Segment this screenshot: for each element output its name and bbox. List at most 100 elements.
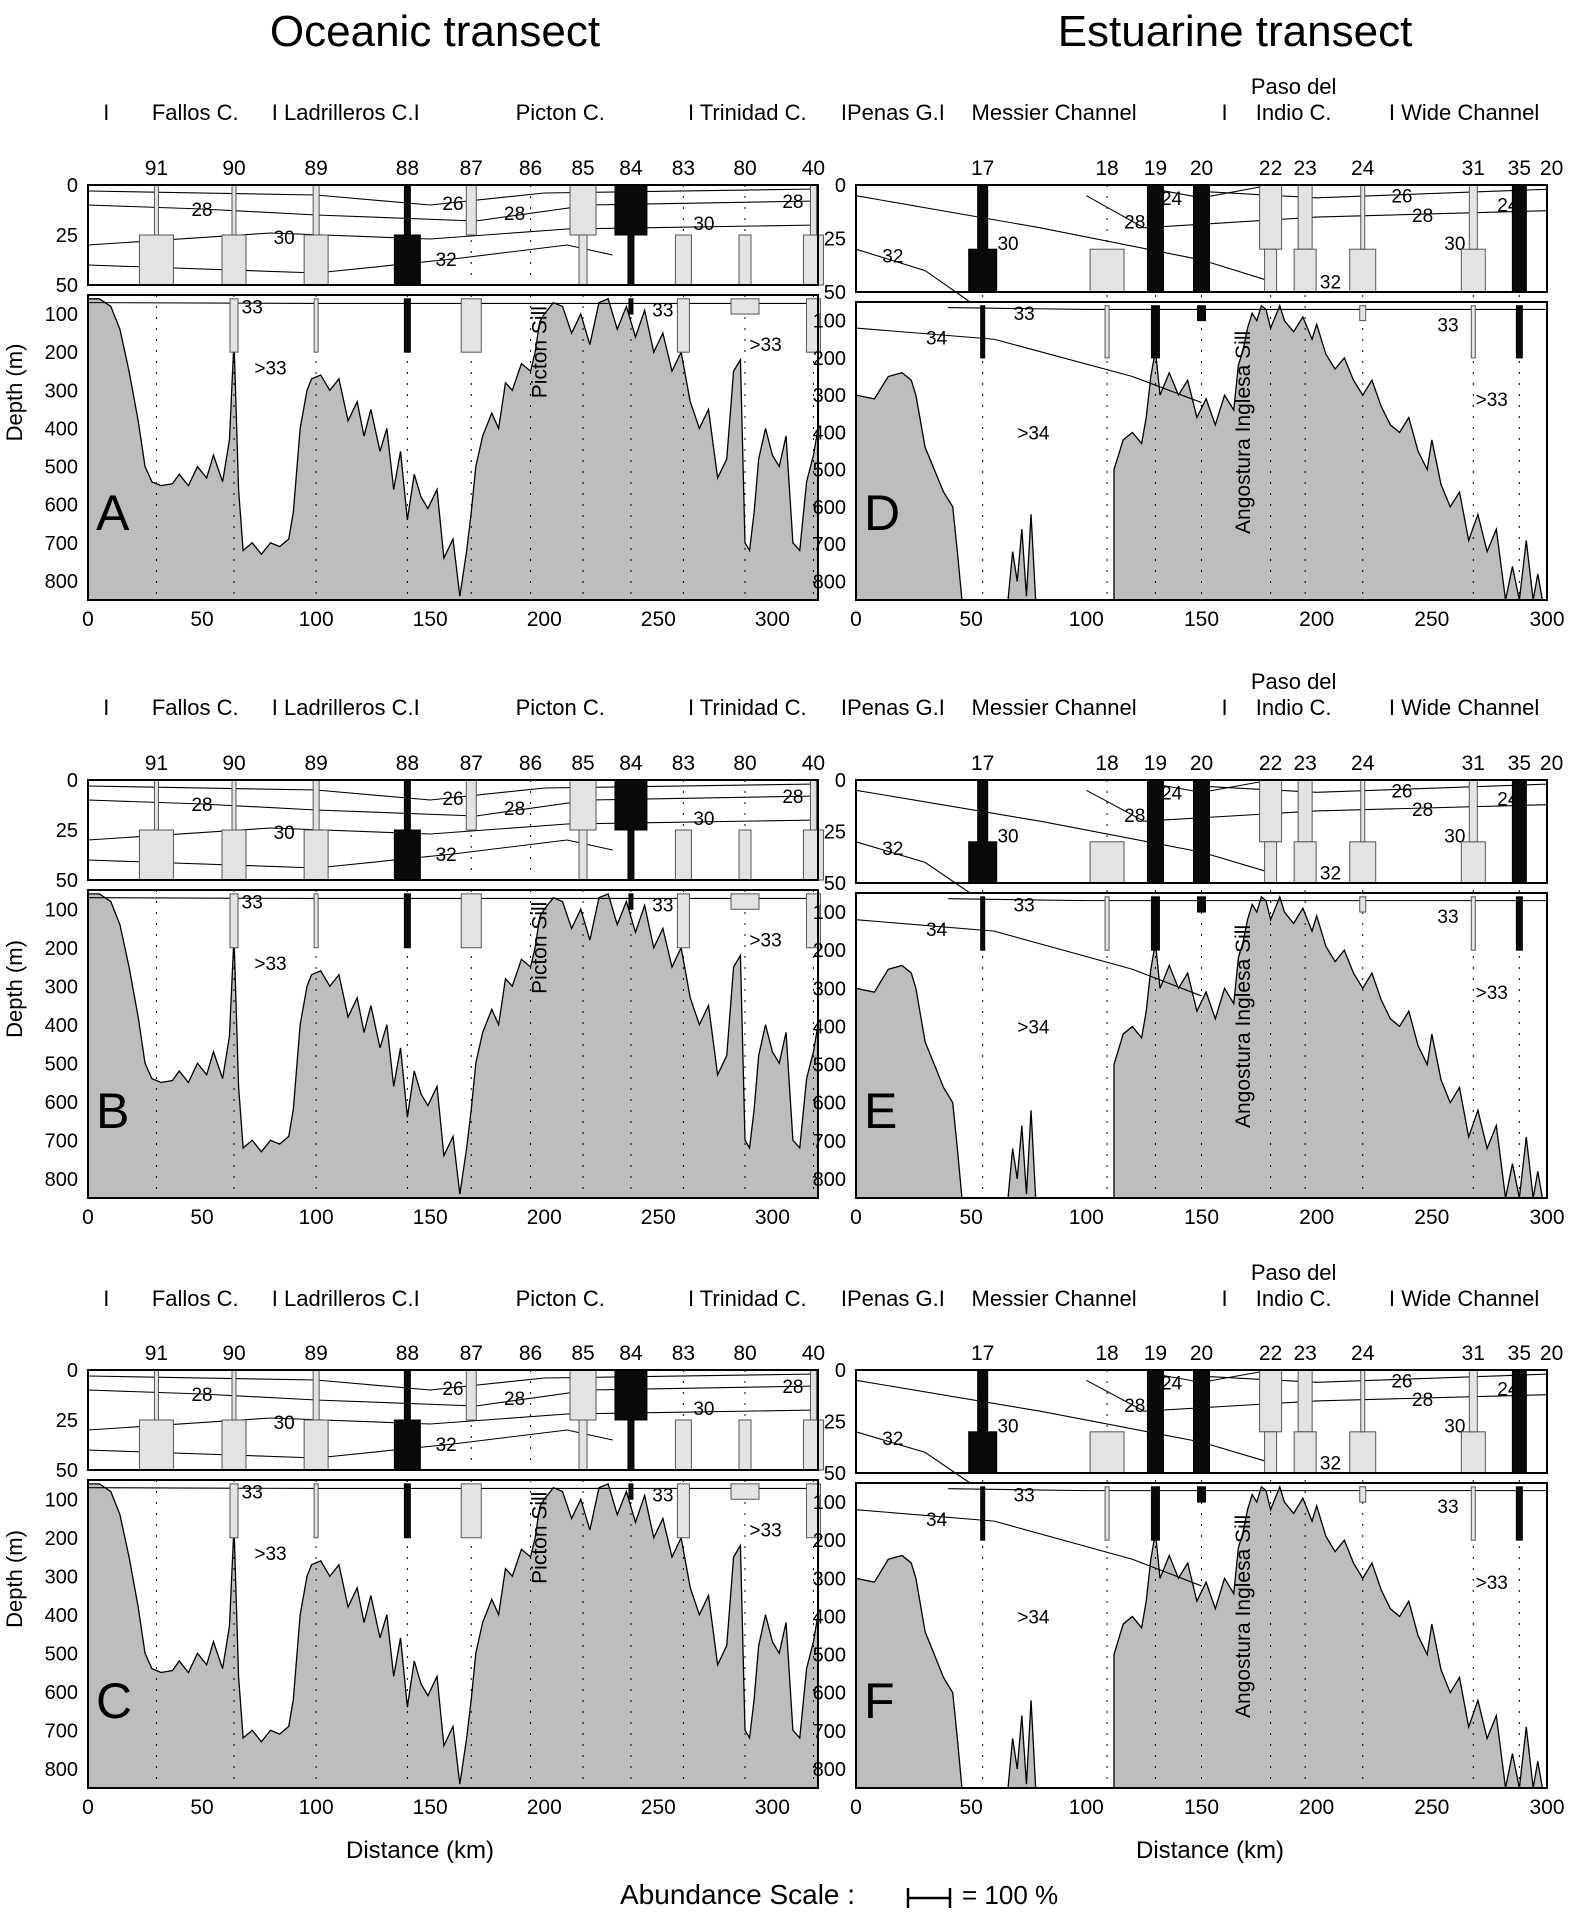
isohaline-label: 33 xyxy=(1437,315,1458,336)
isohaline-line xyxy=(1201,1373,1548,1383)
abundance-bar xyxy=(738,1419,752,1471)
x-tick-label: 200 xyxy=(1299,1206,1334,1229)
abundance-bar xyxy=(977,779,989,843)
x-tick-label: 100 xyxy=(299,1206,334,1229)
abundance-bar xyxy=(980,305,986,359)
isohaline-line xyxy=(1086,1379,1548,1412)
station-id-label: 85 xyxy=(571,157,594,180)
abundance-bar xyxy=(303,1419,329,1471)
isohaline-label: 28 xyxy=(782,1377,803,1398)
y-tick-label: 200 xyxy=(813,940,846,962)
isohaline-label: 30 xyxy=(997,827,1018,848)
isohaline-line xyxy=(1201,188,1548,199)
x-tick-label: 50 xyxy=(959,608,982,631)
isohaline-label: 28 xyxy=(504,799,525,820)
station-id-label: 87 xyxy=(460,752,483,775)
isohaline-line xyxy=(855,789,1271,874)
abundance-bar xyxy=(1511,184,1527,293)
isohaline-line xyxy=(87,302,818,304)
abundance-bar xyxy=(1104,1486,1110,1541)
x-tick-label: 0 xyxy=(850,1796,862,1819)
abundance-bar xyxy=(312,1369,320,1421)
isohaline-label: 33 xyxy=(652,896,673,917)
y-tick-label: 200 xyxy=(45,1528,78,1550)
abundance-bar xyxy=(1359,896,1367,913)
isohaline-line xyxy=(855,248,972,304)
abundance-bar xyxy=(809,1369,817,1421)
isohaline-line xyxy=(855,919,1202,997)
region-label: I xyxy=(1221,695,1227,720)
y-tick-label: 50 xyxy=(56,1460,78,1482)
abundance-bar xyxy=(460,1483,482,1539)
y-tick-label: 700 xyxy=(45,1720,78,1742)
isohaline-label: >34 xyxy=(1017,423,1050,444)
isohaline-line xyxy=(1201,783,1548,793)
station-id-label: 40 xyxy=(802,1342,825,1365)
abundance-bar xyxy=(153,184,159,236)
isohaline-line xyxy=(948,1488,1547,1492)
isohaline-label: 32 xyxy=(882,247,903,268)
abundance-bar xyxy=(730,298,760,315)
abundance-bar xyxy=(393,234,421,286)
abundance-bar xyxy=(569,1369,597,1421)
abundance-bar xyxy=(1360,184,1366,250)
upper-frame xyxy=(87,779,819,881)
y-tick-label: 25 xyxy=(824,229,846,251)
station-id-label: 89 xyxy=(304,1342,327,1365)
x-tick-label: 250 xyxy=(641,608,676,631)
y-tick-label: 300 xyxy=(813,978,846,1000)
station-id-label: 84 xyxy=(619,752,643,775)
station-id-label: 91 xyxy=(145,752,168,775)
station-id-label: 23 xyxy=(1293,752,1316,775)
panel-letter: A xyxy=(96,485,130,541)
abundance-bar xyxy=(738,234,752,286)
abundance-bar xyxy=(1359,305,1367,322)
abundance-bar xyxy=(627,829,635,881)
isohaline-line xyxy=(1086,789,1548,822)
abundance-bar xyxy=(1360,1369,1366,1433)
sill-label: Picton Sill xyxy=(529,902,552,994)
y-tick-label: 500 xyxy=(813,460,846,482)
upper-frame xyxy=(855,1369,1548,1474)
isohaline-label: 30 xyxy=(693,214,714,235)
station-id-label: 17 xyxy=(971,752,994,775)
region-label: Indio C. xyxy=(1256,100,1332,125)
region-label: I Wide Channel xyxy=(1389,100,1539,125)
abundance-bar xyxy=(968,841,998,884)
x-tick-label: 300 xyxy=(1529,1796,1564,1819)
y-tick-label: 25 xyxy=(56,820,78,842)
abundance-bar xyxy=(1104,305,1110,359)
abundance-bar xyxy=(977,184,989,250)
station-id-label: 20 xyxy=(1540,752,1563,775)
x-tick-label: 300 xyxy=(755,608,790,631)
isohaline-label: 33 xyxy=(652,300,673,321)
isohaline-label: >33 xyxy=(749,930,781,951)
region-label: Messier Channel xyxy=(972,100,1137,125)
y-tick-label: 500 xyxy=(45,1053,78,1075)
sill-label: Picton Sill xyxy=(529,306,552,398)
abundance-scale-icon xyxy=(906,1888,952,1908)
abundance-bar xyxy=(674,234,692,286)
abundance-bar xyxy=(1297,1369,1313,1433)
abundance-bar xyxy=(578,829,588,881)
y-tick-label: 500 xyxy=(45,1643,78,1665)
isohaline-label: 33 xyxy=(1014,304,1035,325)
abundance-bar xyxy=(1259,779,1283,843)
x-tick-label: 100 xyxy=(1069,1796,1104,1819)
y-tick-label: 0 xyxy=(835,770,846,792)
abundance-bar xyxy=(805,298,821,353)
station-id-label: 20 xyxy=(1190,1342,1213,1365)
region-label: I xyxy=(1221,1286,1227,1311)
isohaline-label: 28 xyxy=(1124,806,1145,827)
region-label: I Ladrilleros C.I xyxy=(272,100,420,125)
abundance-bar xyxy=(403,1483,411,1539)
x-tick-label: 50 xyxy=(190,608,213,631)
isohaline-label: 33 xyxy=(1014,895,1035,916)
x-tick-label: 150 xyxy=(1184,1796,1219,1819)
abundance-bar xyxy=(968,248,998,293)
isohaline-label: 32 xyxy=(882,1429,903,1450)
isohaline-label: >33 xyxy=(749,1520,781,1541)
y-tick-label: 500 xyxy=(45,457,78,479)
x-tick-label: 50 xyxy=(959,1206,982,1229)
abundance-bar xyxy=(614,779,648,831)
